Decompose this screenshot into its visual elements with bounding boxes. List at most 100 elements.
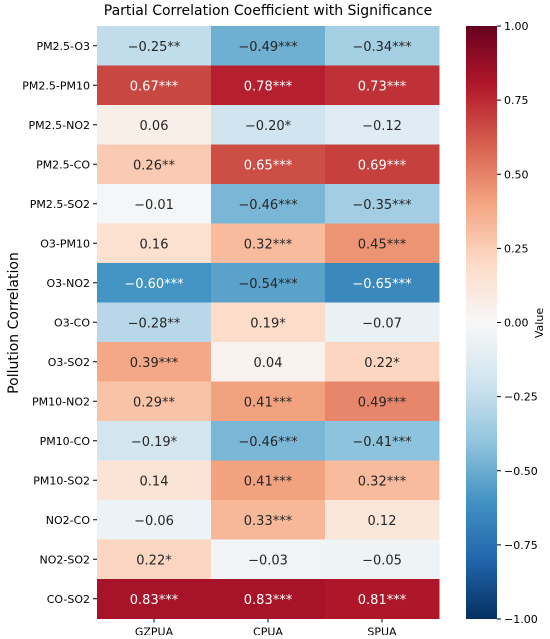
cell-co-so2-spua [325, 579, 440, 619]
colorbar-tick-label: −0.75 [504, 539, 538, 552]
colorbar-tick-label: 0.75 [504, 94, 529, 107]
cell-o3-pm10-gzpua [97, 223, 212, 264]
cell-annotation-o3-so2-gzpua: 0.39*** [130, 356, 179, 371]
cell-o3-co-spua [325, 302, 440, 343]
cell-annotation-pm2-5-co-spua: 0.69*** [358, 158, 407, 173]
row-label-pm2-5-so2: PM2.5-SO2 [30, 198, 90, 211]
cell-annotation-pm10-so2-gzpua: 0.14 [140, 474, 169, 489]
colorbar-tick-label: 1.00 [504, 20, 529, 33]
cell-annotation-o3-so2-spua: 0.22* [364, 356, 400, 371]
cell-no2-co-cpua [211, 500, 326, 540]
cell-o3-co-cpua [211, 302, 326, 343]
cell-pm10-co-gzpua [97, 421, 212, 461]
cell-annotation-pm2-5-o3-gzpua: −0.25** [128, 40, 181, 55]
cell-annotation-no2-so2-spua: −0.05 [362, 553, 402, 568]
row-label-co-so2: CO-SO2 [47, 593, 90, 606]
cell-annotation-pm2-5-so2-spua: −0.35*** [352, 198, 412, 213]
colorbar-tick-label: 0.50 [504, 168, 529, 181]
cell-pm10-co-cpua [211, 421, 326, 461]
row-label-no2-so2: NO2-SO2 [40, 553, 91, 566]
cell-annotation-pm2-5-no2-gzpua: 0.06 [140, 119, 169, 134]
cell-pm10-so2-gzpua [97, 460, 212, 501]
cell-o3-so2-spua [325, 342, 440, 382]
cell-pm2-5-o3-cpua [211, 26, 326, 66]
cell-annotation-o3-co-gzpua: −0.28** [128, 316, 181, 331]
cell-annotation-pm2-5-so2-cpua: −0.46*** [238, 198, 298, 213]
cell-annotation-pm2-5-pm10-spua: 0.73*** [358, 79, 407, 94]
cell-pm10-so2-cpua [211, 460, 326, 501]
cell-pm2-5-co-gzpua [97, 144, 212, 185]
row-label-o3-no2: O3-NO2 [46, 277, 90, 290]
cell-o3-no2-gzpua [97, 263, 212, 303]
cell-annotation-pm10-co-spua: −0.41*** [352, 435, 412, 450]
cell-pm2-5-no2-cpua [211, 105, 326, 145]
heatmap-cells: −0.25** −0.49*** −0.34*** 0.67*** 0.78*** 0.7… [97, 26, 440, 619]
cell-o3-pm10-cpua [211, 223, 326, 264]
row-label-pm10-no2: PM10-NO2 [32, 395, 90, 408]
cell-pm10-so2-spua [325, 460, 440, 501]
cell-co-so2-cpua [211, 579, 326, 619]
row-label-o3-pm10: O3-PM10 [40, 237, 90, 250]
cell-pm2-5-pm10-gzpua [97, 65, 212, 106]
cell-annotation-pm10-co-gzpua: −0.19* [131, 435, 178, 450]
cell-annotation-pm2-5-co-gzpua: 0.26** [133, 158, 175, 173]
column-label-spua: SPUA [367, 626, 397, 636]
row-label-pm2-5-co: PM2.5-CO [36, 158, 90, 171]
cell-annotation-pm2-5-o3-cpua: −0.49*** [238, 40, 298, 55]
cell-annotation-pm2-5-co-cpua: 0.65*** [244, 158, 293, 173]
cell-annotation-pm10-co-cpua: −0.46*** [238, 435, 298, 450]
cell-pm2-5-co-spua [325, 144, 440, 185]
row-label-no2-co: NO2-CO [46, 514, 91, 527]
cell-annotation-pm2-5-so2-gzpua: −0.01 [134, 198, 174, 213]
row-label-o3-so2: O3-SO2 [48, 356, 90, 369]
cell-annotation-no2-co-spua: 0.12 [368, 514, 397, 529]
cell-pm2-5-so2-cpua [211, 184, 326, 224]
cell-pm10-no2-spua [325, 381, 440, 422]
cell-annotation-pm10-so2-cpua: 0.41*** [244, 474, 293, 489]
cell-annotation-o3-co-cpua: 0.19* [250, 316, 286, 331]
row-label-pm2-5-pm10: PM2.5-PM10 [22, 79, 90, 92]
cell-no2-co-spua [325, 500, 440, 540]
colorbar-gradient [466, 26, 497, 619]
cell-no2-so2-cpua [211, 539, 326, 580]
cell-pm2-5-o3-gzpua [97, 26, 212, 66]
cell-annotation-o3-pm10-cpua: 0.32*** [244, 237, 293, 252]
cell-pm2-5-co-cpua [211, 144, 326, 185]
cell-annotation-no2-co-gzpua: −0.06 [134, 514, 174, 529]
cell-annotation-pm10-no2-cpua: 0.41*** [244, 395, 293, 410]
cell-annotation-pm2-5-pm10-cpua: 0.78*** [244, 79, 293, 94]
row-labels: PM2.5-O3 PM2.5-PM10 PM2.5-NO2 PM2.5-CO PM2.5… [22, 40, 97, 606]
cell-o3-so2-gzpua [97, 342, 212, 382]
cell-annotation-o3-pm10-gzpua: 0.16 [140, 237, 169, 252]
row-label-pm2-5-no2: PM2.5-NO2 [29, 119, 90, 132]
cell-annotation-co-so2-cpua: 0.83*** [244, 593, 293, 608]
cell-pm2-5-so2-gzpua [97, 184, 212, 224]
cell-annotation-o3-no2-gzpua: −0.60*** [124, 277, 184, 292]
cell-annotation-no2-so2-gzpua: 0.22* [136, 553, 172, 568]
cell-co-so2-gzpua [97, 579, 212, 619]
cell-o3-no2-cpua [211, 263, 326, 303]
colorbar-label: Value [533, 308, 546, 338]
cell-annotation-o3-so2-cpua: 0.04 [254, 356, 283, 371]
cell-annotation-pm10-so2-spua: 0.32*** [358, 474, 407, 489]
cell-annotation-pm10-no2-gzpua: 0.29** [133, 395, 175, 410]
cell-annotation-no2-so2-cpua: −0.03 [248, 553, 288, 568]
cell-annotation-pm2-5-no2-cpua: −0.20* [245, 119, 292, 134]
column-labels: GZPUA CPUA SPUA [135, 618, 397, 639]
row-label-pm10-so2: PM10-SO2 [33, 474, 90, 487]
cell-pm2-5-o3-spua [325, 26, 440, 66]
colorbar-tick-label: −0.25 [504, 391, 538, 404]
cell-pm2-5-no2-gzpua [97, 105, 212, 145]
cell-annotation-no2-co-cpua: 0.33*** [244, 514, 293, 529]
colorbar-tick-label: 0.00 [504, 317, 529, 330]
cell-pm2-5-pm10-cpua [211, 65, 326, 106]
colorbar-tick-label: −0.50 [504, 465, 538, 478]
cell-o3-pm10-spua [325, 223, 440, 264]
cell-annotation-pm2-5-no2-spua: −0.12 [362, 119, 402, 134]
colorbar-tick-label: −1.00 [504, 613, 538, 626]
row-label-o3-co: O3-CO [54, 316, 90, 329]
cell-no2-so2-gzpua [97, 539, 212, 580]
colorbar: 1.00 0.75 0.50 0.25 0.00 −0.25 −0.50 −0.75 −1.00… [466, 20, 546, 626]
